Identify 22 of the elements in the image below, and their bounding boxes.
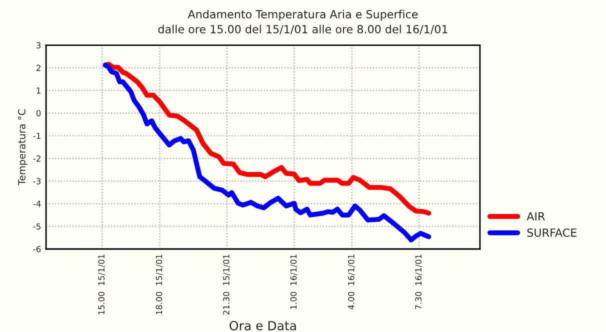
y-tick-label: 3	[36, 42, 41, 48]
y-tick-label: -3	[33, 178, 41, 184]
x-tick-label: 1.00 16/1/01	[290, 254, 298, 309]
x-tick-label: 4.00 16/1/01	[348, 254, 355, 310]
y-tick-label: -1	[33, 132, 40, 139]
y-tick-label: -6	[33, 246, 41, 252]
y-tick-label: -5	[33, 223, 40, 230]
chart-title: Andamento Temperatura Aria e Superfice	[188, 10, 418, 21]
y-tick-label: -2	[33, 155, 40, 162]
x-tick-label: 18.00 15/1/01	[156, 254, 163, 314]
y-tick-label: 0	[36, 110, 41, 116]
x-tick-label: 15.00 15/1/01	[98, 254, 106, 314]
x-tick-label: 7.30 16/1/01	[415, 254, 422, 310]
chart-subtitle: dalle ore 15.00 del 15/1/01 alle ore 8.00 del 16/1/01	[158, 24, 448, 34]
x-axis-title: Ora e Data	[230, 320, 296, 330]
y-axis-title: Temperatura °C	[18, 109, 28, 186]
legend-label: SURFACE	[527, 228, 576, 237]
x-tick-label: 21.30 15/1/01	[223, 254, 230, 315]
y-tick-label: 1	[36, 88, 40, 94]
y-tick-label: 2	[36, 64, 40, 71]
y-tick-label: -4	[33, 200, 41, 207]
legend-label: AIR	[526, 212, 545, 220]
